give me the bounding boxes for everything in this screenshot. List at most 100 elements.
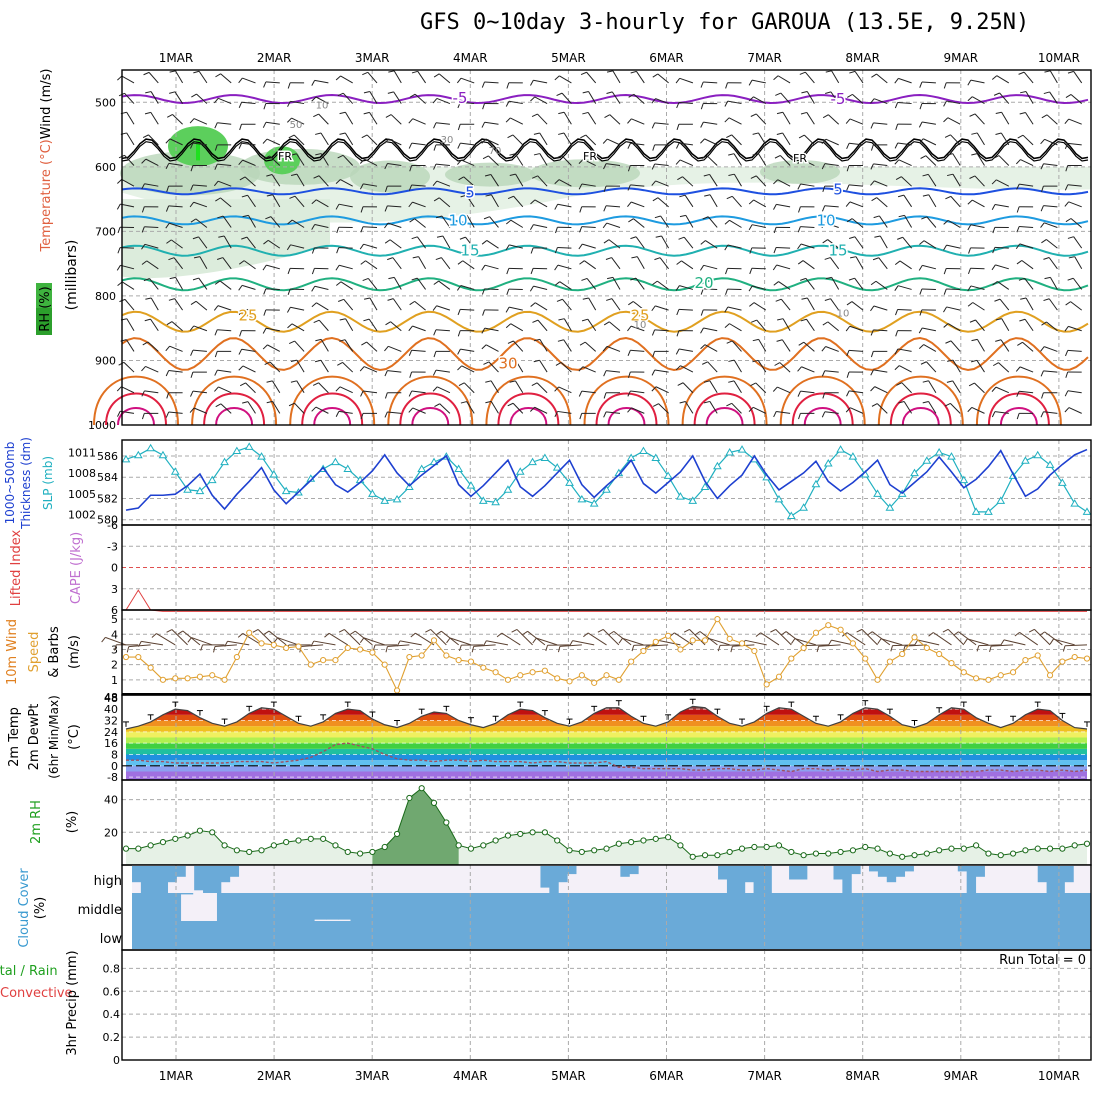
surface-wind-barb — [856, 628, 863, 633]
cloud-cell — [775, 893, 789, 921]
wind-barb — [606, 345, 621, 352]
wind-barb — [700, 344, 706, 350]
wind-barb — [974, 113, 985, 125]
cloud-cell — [532, 921, 546, 949]
cloud-cell — [1046, 866, 1056, 893]
wind-barb — [335, 264, 340, 271]
wind-barb — [117, 179, 123, 184]
wind-barb — [264, 155, 270, 160]
wind-barb — [870, 122, 874, 129]
surface-wind-barb — [473, 644, 496, 647]
surface-contour — [497, 392, 560, 426]
wind-barb — [505, 306, 510, 313]
wind-barb — [387, 205, 402, 208]
wind-barb — [344, 111, 354, 125]
wind-barb — [870, 369, 874, 376]
wind-barb — [461, 214, 468, 218]
wind-speed-marker — [812, 629, 820, 636]
wind-barb — [998, 362, 1010, 373]
cloud-cell — [787, 921, 801, 949]
wind-barb — [1049, 91, 1058, 104]
surface-wind-barb — [708, 637, 730, 646]
wind-barb — [1025, 91, 1034, 104]
y-axis-label-speed: Speed — [27, 632, 42, 673]
wind-barb — [943, 244, 947, 251]
wind-barb — [387, 411, 402, 414]
wind-barb — [462, 260, 475, 270]
isotherm — [121, 244, 1089, 257]
cloud-cell — [617, 921, 631, 949]
cloud-cell — [653, 921, 667, 949]
wind-barb — [733, 153, 742, 166]
surface-wind-barb — [958, 631, 977, 646]
wind-barb — [433, 73, 440, 78]
wind-barb — [703, 81, 718, 84]
wind-speed-marker — [775, 673, 783, 680]
wind-barb — [630, 201, 645, 208]
cloud-cell — [726, 921, 740, 949]
wind-barb — [1070, 94, 1083, 104]
wind-barb — [218, 235, 225, 238]
wind-barb — [536, 382, 548, 394]
wind-barb — [725, 82, 728, 89]
wind-barb — [272, 194, 281, 208]
wind-barb — [894, 365, 900, 371]
wind-barb — [701, 155, 708, 160]
cloud-cell — [192, 921, 206, 949]
wind-barb — [779, 155, 791, 166]
wind-barb — [116, 203, 121, 210]
wind-barb — [314, 285, 329, 290]
wind-barb — [144, 318, 151, 322]
wind-barb — [750, 382, 757, 387]
wind-barb — [193, 407, 208, 414]
temp-tick: 16 — [104, 737, 118, 750]
cloud-cell — [471, 893, 485, 921]
wind-barb — [898, 159, 912, 166]
wind-barb — [193, 201, 208, 208]
wind-barb — [411, 70, 418, 74]
wind-barb — [976, 339, 985, 352]
slp-marker — [774, 494, 784, 503]
surface-contour — [595, 392, 658, 426]
wind-barb — [751, 224, 766, 228]
wind-barb — [946, 380, 953, 383]
wind-barb — [703, 264, 718, 270]
wind-barb — [190, 184, 194, 191]
surface-wind-barb — [978, 644, 1001, 647]
cloud-cell — [969, 893, 983, 921]
wind-barb — [143, 71, 150, 76]
wind-barb — [582, 243, 596, 249]
wind-barb — [266, 264, 280, 270]
rh-marker — [1071, 842, 1078, 849]
wind-barb — [286, 306, 291, 313]
wind-barb — [509, 306, 523, 311]
wind-barb — [507, 195, 514, 200]
wind-barb — [530, 268, 534, 275]
wind-barb — [870, 386, 876, 392]
wind-barb — [870, 351, 874, 358]
wind-barb — [757, 360, 767, 373]
cloud-cell — [338, 921, 352, 949]
wind-barb — [1021, 260, 1034, 270]
wind-barb — [897, 348, 912, 352]
wind-barb — [943, 323, 949, 328]
wind-barb — [879, 235, 888, 249]
wind-barb — [557, 247, 572, 249]
wind-barb — [218, 97, 232, 105]
cloud-cell — [1042, 921, 1056, 949]
wind-barb — [166, 239, 172, 244]
cloud-cell — [350, 893, 364, 921]
wind-barb — [1041, 321, 1047, 326]
wind-barb — [171, 239, 183, 249]
wind-barb — [581, 183, 596, 187]
wind-barb — [920, 155, 927, 159]
wind-barb — [344, 339, 354, 352]
x-tick-top: 6MAR — [649, 51, 684, 65]
wind-barb — [193, 325, 208, 332]
wind-barb — [529, 224, 534, 231]
cloud-cell — [762, 866, 772, 893]
wind-barb — [506, 288, 510, 295]
wind-barb — [773, 227, 777, 234]
wind-barb — [262, 264, 267, 271]
wind-barb — [198, 236, 208, 249]
